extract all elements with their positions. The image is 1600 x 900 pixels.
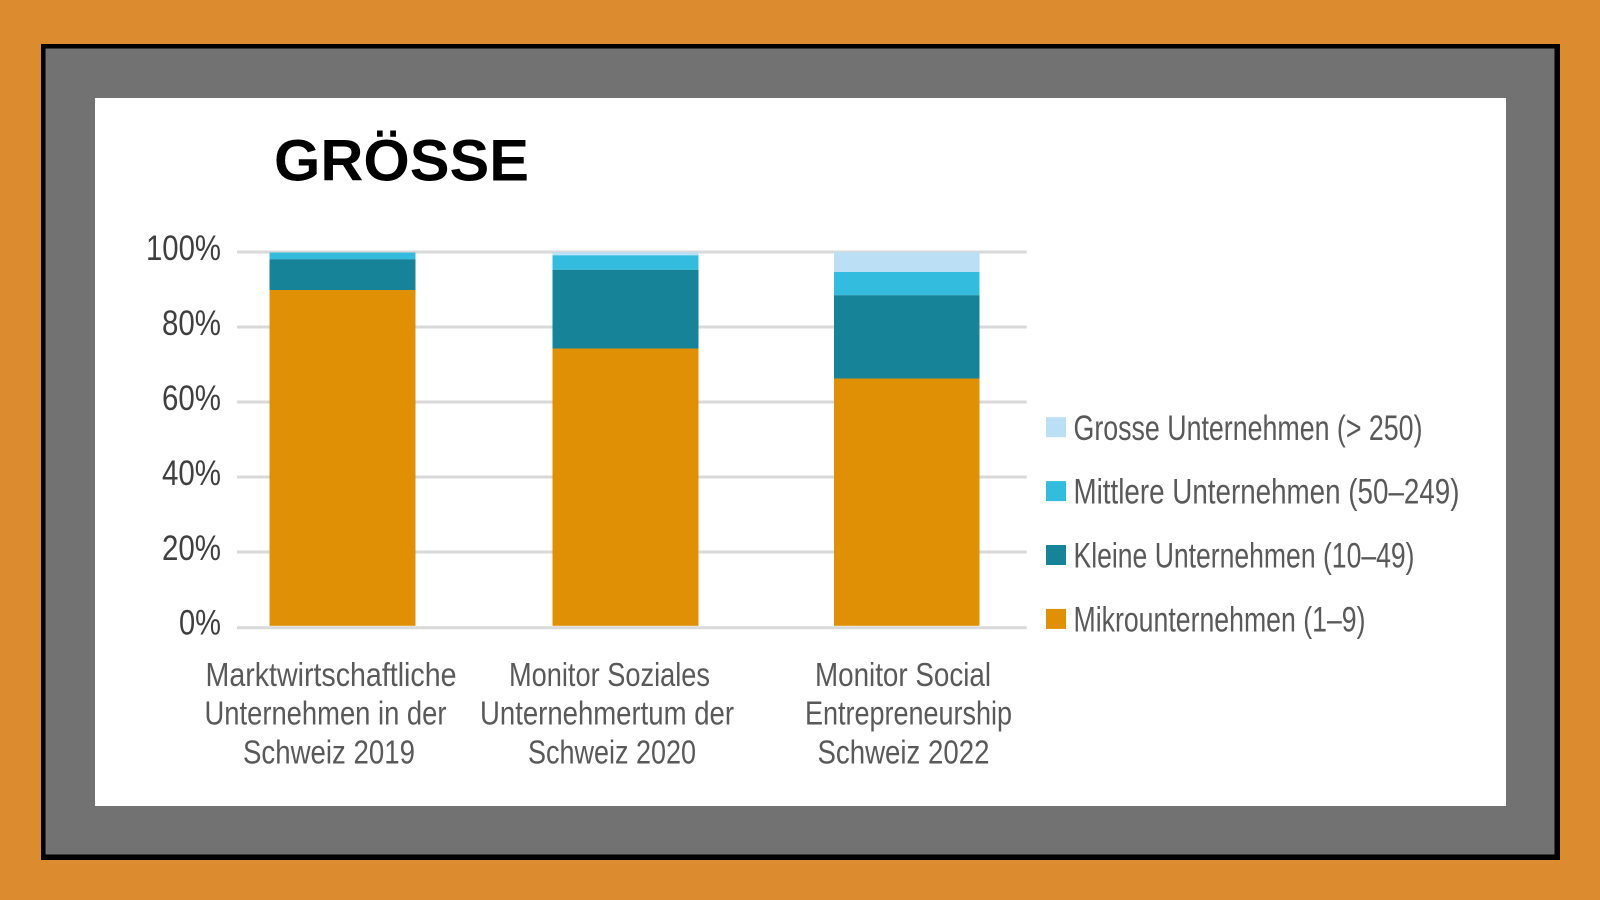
svg-text:Entrepreneurship: Entrepreneurship bbox=[805, 695, 1012, 732]
svg-text:Mikrounternehmen (1–9): Mikrounternehmen (1–9) bbox=[1074, 601, 1366, 640]
svg-text:Unternehmen in der: Unternehmen in der bbox=[205, 695, 447, 732]
svg-text:40%: 40% bbox=[162, 454, 221, 493]
svg-text:Schweiz 2022: Schweiz 2022 bbox=[818, 734, 990, 771]
svg-text:Grosse Unternehmen (> 250): Grosse Unternehmen (> 250) bbox=[1074, 409, 1423, 448]
svg-text:100%: 100% bbox=[146, 229, 221, 268]
svg-text:Schweiz 2020: Schweiz 2020 bbox=[528, 734, 696, 771]
svg-text:60%: 60% bbox=[162, 379, 221, 418]
svg-text:Unternehmertum der: Unternehmertum der bbox=[480, 695, 734, 732]
svg-text:GRÖSSE: GRÖSSE bbox=[274, 129, 529, 194]
svg-text:20%: 20% bbox=[162, 529, 221, 568]
svg-text:80%: 80% bbox=[162, 304, 221, 343]
svg-text:Schweiz 2019: Schweiz 2019 bbox=[243, 734, 415, 771]
svg-text:Monitor Social: Monitor Social bbox=[815, 656, 991, 693]
svg-text:Monitor Soziales: Monitor Soziales bbox=[509, 656, 710, 693]
svg-text:Marktwirtschaftliche: Marktwirtschaftliche bbox=[206, 656, 457, 693]
svg-text:0%: 0% bbox=[179, 604, 221, 643]
svg-text:Kleine Unternehmen (10–49): Kleine Unternehmen (10–49) bbox=[1074, 537, 1415, 576]
svg-text:Mittlere Unternehmen (50–249): Mittlere Unternehmen (50–249) bbox=[1074, 473, 1460, 512]
